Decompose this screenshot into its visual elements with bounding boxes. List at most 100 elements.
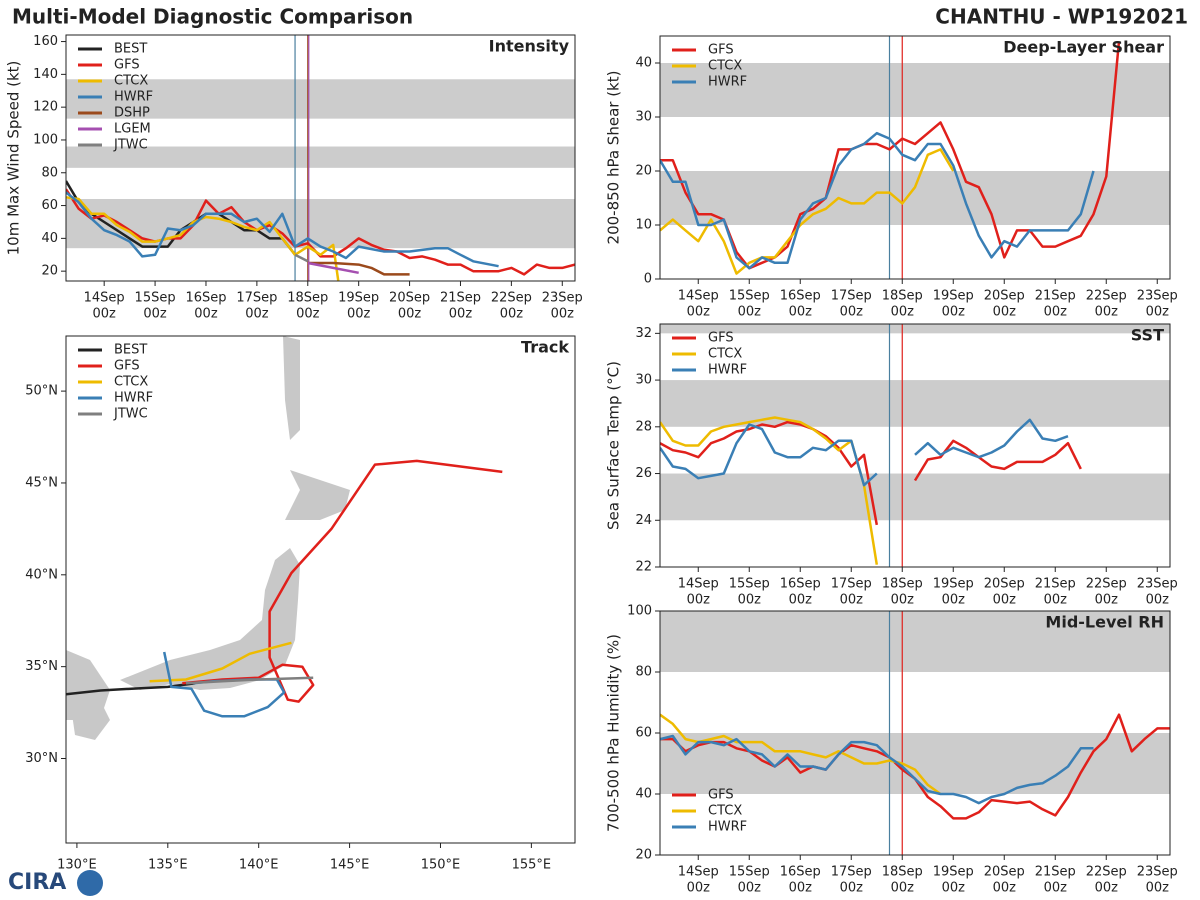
series-line — [660, 418, 1069, 487]
logo-globe — [77, 870, 103, 896]
plot-area — [66, 35, 575, 281]
series-line — [660, 734, 1094, 805]
land — [66, 336, 350, 740]
y-tick-label: 40°N — [25, 567, 58, 582]
logo: CIRA — [8, 870, 103, 896]
x-tick-label: 16Sep — [780, 865, 821, 880]
y-tick-label: 0 — [644, 272, 652, 287]
x-tick-label: 00z — [687, 305, 711, 320]
x-tick-label: 14Sep — [678, 865, 719, 880]
x-tick-label: 00z — [1095, 881, 1119, 896]
x-tick-label: 00z — [296, 307, 320, 322]
series-line — [660, 416, 879, 565]
x-tick-label: 00z — [687, 881, 711, 896]
x-tick-label: 135°E — [148, 858, 188, 873]
x-tick-label: 14Sep — [84, 291, 125, 306]
series-line — [307, 261, 410, 276]
x-tick-label: 22Sep — [491, 291, 532, 306]
legend-label: CTCX — [708, 347, 742, 362]
x-tick-label: 00z — [738, 305, 762, 320]
storm-name: CHANTHU - WP192021 — [935, 5, 1188, 29]
y-tick-label: 20 — [635, 164, 652, 179]
x-tick-label: 00z — [143, 307, 167, 322]
y-tick-label: 30°N — [25, 751, 58, 766]
y-tick-label: 60 — [635, 726, 652, 741]
series-line — [66, 681, 196, 696]
land-sakhalin — [283, 336, 300, 440]
x-tick-label: 14Sep — [678, 289, 719, 304]
plot-area — [66, 459, 503, 718]
y-tick-label: 140 — [33, 67, 58, 82]
y-tick-label: 26 — [635, 466, 652, 481]
x-tick-label: 00z — [789, 593, 813, 608]
x-tick-label: 00z — [993, 593, 1017, 608]
frame — [659, 35, 1171, 280]
series-line — [660, 131, 1095, 270]
series-line — [66, 196, 340, 281]
x-tick-label: 00z — [500, 307, 524, 322]
y-tick-label: 40 — [41, 231, 58, 246]
x-tick-label: 22Sep — [1086, 289, 1127, 304]
x-tick-label: 00z — [194, 307, 218, 322]
x-tick-label: 20Sep — [984, 289, 1025, 304]
x-tick-label: 23Sep — [1137, 865, 1178, 880]
band — [66, 79, 575, 119]
legend-label: HWRF — [114, 391, 153, 406]
x-tick-label: 00z — [92, 307, 116, 322]
panel-title: Track — [521, 338, 569, 357]
x-tick-label: 00z — [840, 593, 864, 608]
series-line — [66, 191, 499, 268]
y-axis-label: 10m Max Wind Speed (kt) — [5, 61, 23, 256]
frame — [65, 335, 576, 844]
x-tick-label: 00z — [891, 305, 915, 320]
band — [660, 63, 1170, 117]
panel-title: SST — [1131, 326, 1164, 345]
legend-label: GFS — [114, 359, 140, 374]
x-tick-label: 00z — [993, 305, 1017, 320]
legend-label: DSHP — [114, 106, 150, 121]
x-tick-label: 00z — [1146, 305, 1170, 320]
x-tick-label: 17Sep — [831, 289, 872, 304]
x-tick-label: 00z — [551, 307, 575, 322]
x-tick-label: 20Sep — [984, 577, 1025, 592]
x-tick-label: 00z — [398, 307, 422, 322]
y-tick-label: 40 — [635, 787, 652, 802]
land-hokkaido — [285, 470, 350, 520]
legend-label: HWRF — [708, 75, 747, 90]
legend-label: LGEM — [114, 122, 151, 137]
band — [660, 171, 1170, 225]
x-tick-label: 00z — [1095, 593, 1119, 608]
y-axis-label: 700-500 hPa Humidity (%) — [605, 634, 623, 832]
x-tick-label: 140°E — [239, 858, 279, 873]
x-tick-label: 15Sep — [135, 291, 176, 306]
x-tick-label: 00z — [840, 305, 864, 320]
legend-label: JTWC — [113, 138, 148, 153]
legend-label: CTCX — [114, 375, 148, 390]
x-tick-label: 17Sep — [236, 291, 277, 306]
x-tick-label: 00z — [347, 307, 371, 322]
x-tick-label: 18Sep — [882, 577, 923, 592]
x-tick-label: 00z — [942, 881, 966, 896]
legend-label: GFS — [708, 43, 734, 58]
y-tick-label: 30 — [635, 110, 652, 125]
x-tick-label: 21Sep — [1035, 577, 1076, 592]
frame — [65, 34, 576, 282]
x-tick-label: 23Sep — [1137, 577, 1178, 592]
series-line — [149, 641, 292, 683]
band — [660, 380, 1170, 427]
x-tick-label: 00z — [738, 593, 762, 608]
y-tick-label: 20 — [41, 264, 58, 279]
band — [660, 324, 1170, 334]
x-tick-label: 00z — [449, 307, 473, 322]
x-tick-label: 15Sep — [729, 577, 770, 592]
panel-title: Mid-Level RH — [1045, 613, 1164, 632]
legend-label: HWRF — [114, 90, 153, 105]
x-tick-label: 00z — [840, 881, 864, 896]
logo-text: CIRA — [8, 870, 66, 895]
legend-label: BEST — [114, 42, 147, 57]
x-tick-label: 17Sep — [831, 865, 872, 880]
x-tick-label: 00z — [245, 307, 269, 322]
x-tick-label: 00z — [942, 305, 966, 320]
